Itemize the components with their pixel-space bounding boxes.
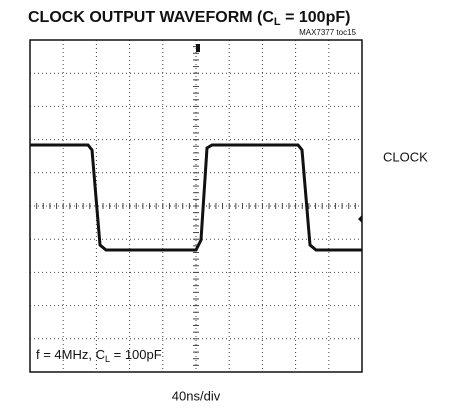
- x-scale-label: 40ns/div: [172, 388, 221, 403]
- title-part: = 100pF): [281, 9, 351, 26]
- title-part: CLOCK OUTPUT WAVEFORM (C: [28, 9, 274, 26]
- plot-frame: [29, 39, 363, 373]
- chart-title: CLOCK OUTPUT WAVEFORM (CL = 100pF): [28, 9, 350, 28]
- annotation-part: = 100pF: [110, 347, 162, 362]
- trigger-marker: [196, 44, 200, 52]
- annotation-part: f = 4MHz, C: [36, 347, 105, 362]
- level-marker: [358, 215, 362, 223]
- annotation-subscript: L: [105, 354, 110, 364]
- waveform-trace: [30, 143, 362, 252]
- annotation: f = 4MHz, CL = 100pF: [36, 347, 162, 364]
- trace-label: CLOCK: [383, 149, 428, 164]
- figure-id: MAX7377 toc15: [299, 28, 356, 37]
- title-subscript: L: [274, 16, 281, 28]
- scope-grid: [30, 40, 362, 372]
